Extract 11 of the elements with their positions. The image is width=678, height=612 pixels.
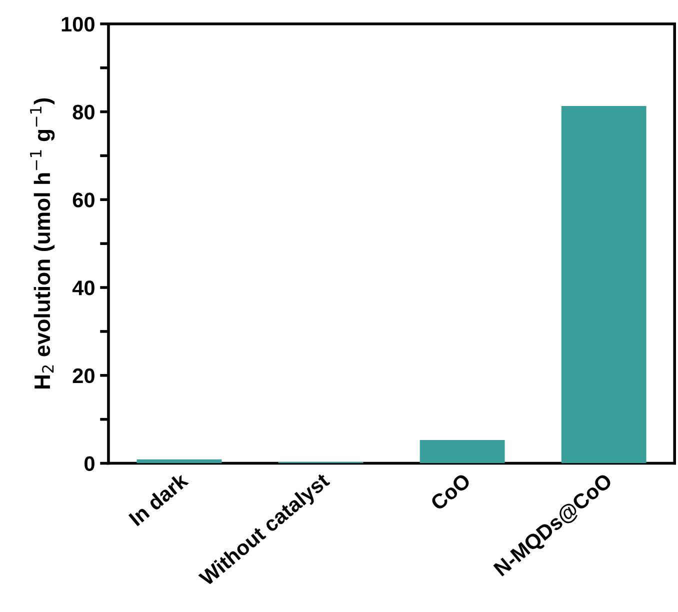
- y-tick-label: 0: [84, 456, 94, 472]
- bar: [561, 106, 646, 464]
- y-tick-label: 80: [72, 104, 94, 120]
- bar: [420, 440, 505, 464]
- y-tick-label: 60: [72, 192, 94, 208]
- y-tick-label: 100: [62, 16, 94, 32]
- y-tick-label: 20: [72, 368, 94, 384]
- y-tick-label: 40: [72, 280, 94, 296]
- y-axis-title: H$_{2}$ evolution (umol h$^{−1}$ g$^{−1}$): [30, 98, 55, 389]
- x-tick-label: CoO: [430, 472, 472, 512]
- x-tick-label: In dark: [128, 472, 190, 526]
